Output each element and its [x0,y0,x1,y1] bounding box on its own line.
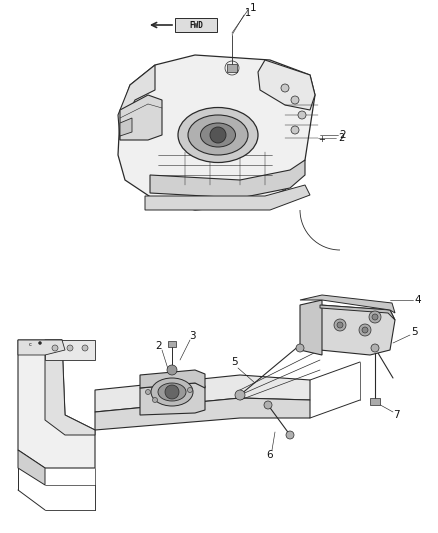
Ellipse shape [188,115,248,155]
Circle shape [235,390,245,400]
Circle shape [281,84,289,92]
Polygon shape [45,340,95,360]
Circle shape [286,431,294,439]
Polygon shape [300,300,322,355]
Text: 5: 5 [412,327,418,337]
Circle shape [371,344,379,352]
Circle shape [67,345,73,351]
Polygon shape [150,160,305,198]
Polygon shape [45,340,95,435]
Text: c: c [28,343,32,348]
Text: 2: 2 [155,341,162,351]
Circle shape [165,385,179,399]
Text: 1: 1 [250,3,256,13]
Circle shape [372,314,378,320]
Circle shape [362,327,368,333]
Polygon shape [120,95,162,140]
Circle shape [264,401,272,409]
Polygon shape [118,65,155,140]
Polygon shape [320,305,395,355]
Polygon shape [258,60,315,110]
Polygon shape [95,375,310,412]
Text: 7: 7 [393,410,399,420]
Circle shape [39,342,42,344]
Polygon shape [18,340,65,355]
FancyBboxPatch shape [370,398,380,405]
Polygon shape [18,340,95,468]
Circle shape [187,387,192,392]
Circle shape [291,96,299,104]
Text: 6: 6 [267,450,273,460]
FancyBboxPatch shape [227,64,237,72]
Polygon shape [140,370,205,388]
Circle shape [291,126,299,134]
Circle shape [296,344,304,352]
Circle shape [82,345,88,351]
Polygon shape [18,450,45,485]
Polygon shape [320,305,395,320]
Text: 2: 2 [340,130,346,140]
Polygon shape [300,295,395,313]
Text: 5: 5 [232,357,238,367]
Circle shape [359,324,371,336]
Polygon shape [140,383,205,415]
Circle shape [337,322,343,328]
Polygon shape [145,185,310,210]
Ellipse shape [158,383,186,401]
FancyBboxPatch shape [175,18,217,32]
Text: 1: 1 [245,8,251,18]
Polygon shape [118,55,315,210]
Circle shape [167,365,177,375]
Ellipse shape [178,108,258,163]
Circle shape [369,311,381,323]
Circle shape [210,127,226,143]
Ellipse shape [151,378,193,406]
Polygon shape [95,398,310,430]
Polygon shape [120,118,132,136]
Text: 3: 3 [189,331,195,341]
Text: 4: 4 [415,295,421,305]
Circle shape [152,398,158,402]
Text: FWD: FWD [189,20,203,29]
Circle shape [298,111,306,119]
Text: 2: 2 [338,133,344,143]
FancyBboxPatch shape [168,341,176,347]
Ellipse shape [201,123,236,147]
Circle shape [52,345,58,351]
Text: +: + [318,135,325,144]
Circle shape [334,319,346,331]
Circle shape [145,390,151,394]
